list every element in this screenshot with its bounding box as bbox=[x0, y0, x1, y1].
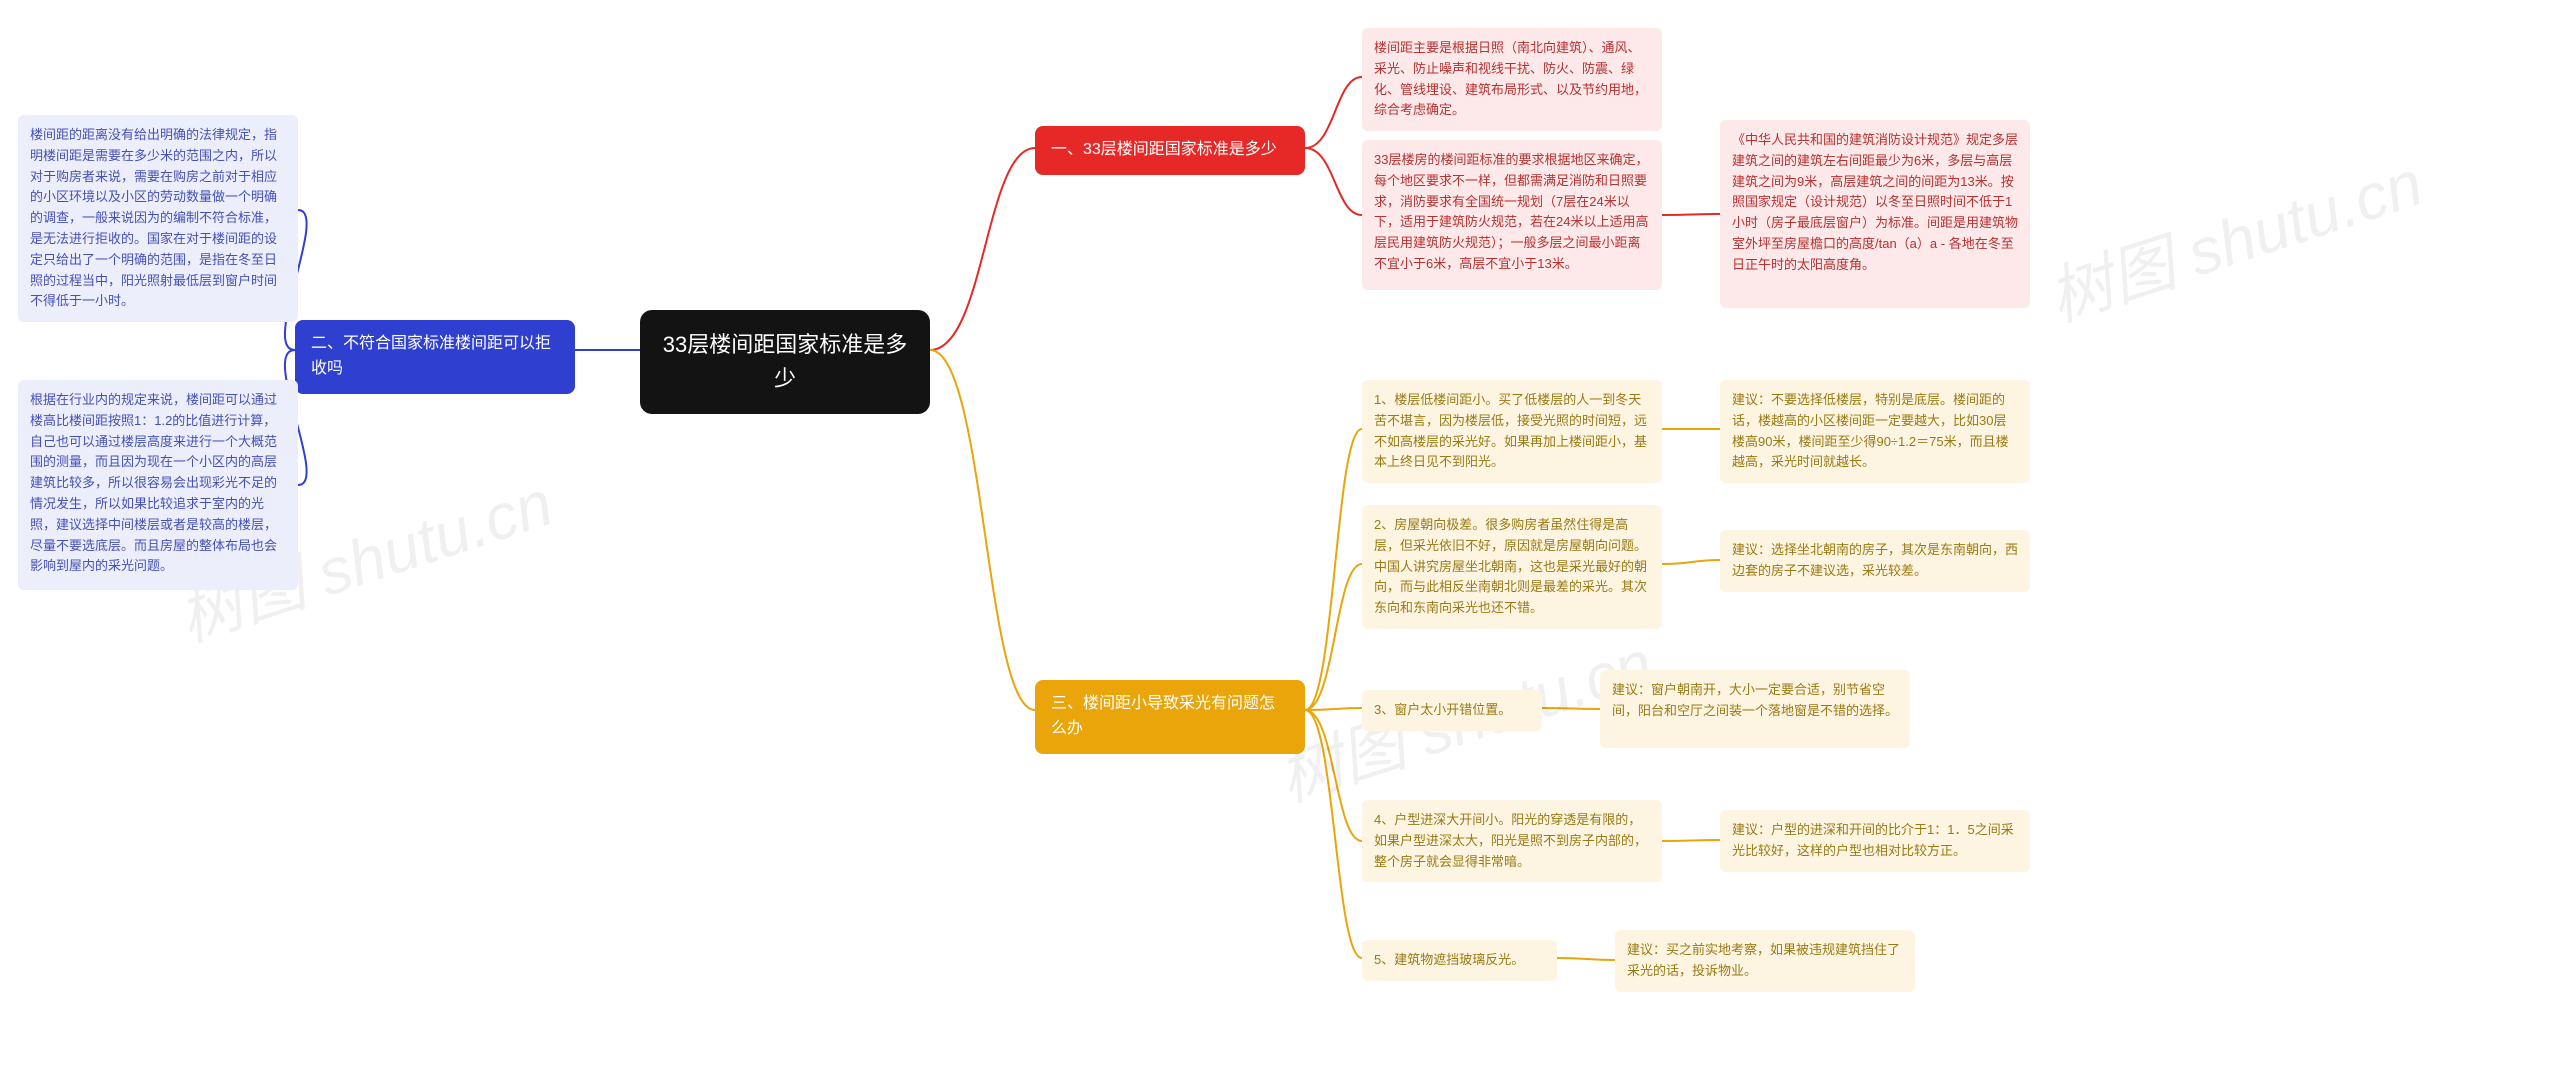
connector bbox=[1305, 148, 1362, 215]
leaf-node-b3c1: 1、楼层低楼间距小。买了低楼层的人一到冬天苦不堪言，因为楼层低，接受光照的时间短… bbox=[1362, 380, 1662, 483]
branch-node-b2: 二、不符合国家标准楼间距可以拒收吗 bbox=[295, 320, 575, 394]
leaf-node-b3c5: 5、建筑物遮挡玻璃反光。 bbox=[1362, 940, 1557, 981]
leaf-node-b3c4a: 建议：户型的进深和开间的比介于1：1．5之间采光比较好，这样的户型也相对比较方正… bbox=[1720, 810, 2030, 872]
leaf-node-b2c2: 根据在行业内的规定来说，楼间距可以通过楼高比楼间距按照1：1.2的比值进行计算，… bbox=[18, 380, 298, 590]
leaf-node-b3c2: 2、房屋朝向极差。很多购房者虽然住得是高层，但采光依旧不好，原因就是房屋朝向问题… bbox=[1362, 505, 1662, 629]
leaf-node-b3c1a: 建议：不要选择低楼层，特别是底层。楼间距的话，楼越高的小区楼间距一定要越大，比如… bbox=[1720, 380, 2030, 483]
connector bbox=[1305, 710, 1362, 841]
leaf-node-b3c4: 4、户型进深大开间小。阳光的穿透是有限的，如果户型进深太大，阳光是照不到房子内部… bbox=[1362, 800, 1662, 882]
leaf-node-b3c5a: 建议：买之前实地考察，如果被违规建筑挡住了采光的话，投诉物业。 bbox=[1615, 930, 1915, 992]
connector bbox=[1662, 214, 1720, 215]
leaf-node-b3c3: 3、窗户太小开错位置。 bbox=[1362, 690, 1542, 731]
connector bbox=[1305, 564, 1362, 710]
leaf-node-b1c1: 楼间距主要是根据日照（南北向建筑）、通风、采光、防止噪声和视线干扰、防火、防震、… bbox=[1362, 28, 1662, 131]
leaf-node-b1c2a: 《中华人民共和国的建筑消防设计规范》规定多层建筑之间的建筑左右间距最少为6米，多… bbox=[1720, 120, 2030, 308]
connector bbox=[1305, 429, 1362, 710]
connector bbox=[1542, 708, 1600, 709]
root-node-root: 33层楼间距国家标准是多少 bbox=[640, 310, 930, 414]
connector bbox=[1305, 708, 1362, 710]
connector bbox=[1662, 840, 1720, 841]
branch-node-b1: 一、33层楼间距国家标准是多少 bbox=[1035, 126, 1305, 175]
connector bbox=[1662, 560, 1720, 564]
connector bbox=[930, 148, 1035, 350]
branch-node-b3: 三、楼间距小导致采光有问题怎么办 bbox=[1035, 680, 1305, 754]
connector bbox=[930, 350, 1035, 710]
connector bbox=[1305, 77, 1362, 148]
leaf-node-b3c3a: 建议：窗户朝南开，大小一定要合适，别节省空间，阳台和空厅之间装一个落地窗是不错的… bbox=[1600, 670, 1910, 748]
connector bbox=[1305, 710, 1362, 958]
leaf-node-b1c2: 33层楼房的楼间距标准的要求根据地区来确定，每个地区要求不一样，但都需满足消防和… bbox=[1362, 140, 1662, 290]
leaf-node-b3c2a: 建议：选择坐北朝南的房子，其次是东南朝向，西边套的房子不建议选，采光较差。 bbox=[1720, 530, 2030, 592]
connector bbox=[1557, 958, 1615, 960]
watermark: 树图 shutu.cn bbox=[2035, 132, 2432, 339]
leaf-node-b2c1: 楼间距的距离没有给出明确的法律规定，指明楼间距是需要在多少米的范围之内，所以对于… bbox=[18, 115, 298, 322]
